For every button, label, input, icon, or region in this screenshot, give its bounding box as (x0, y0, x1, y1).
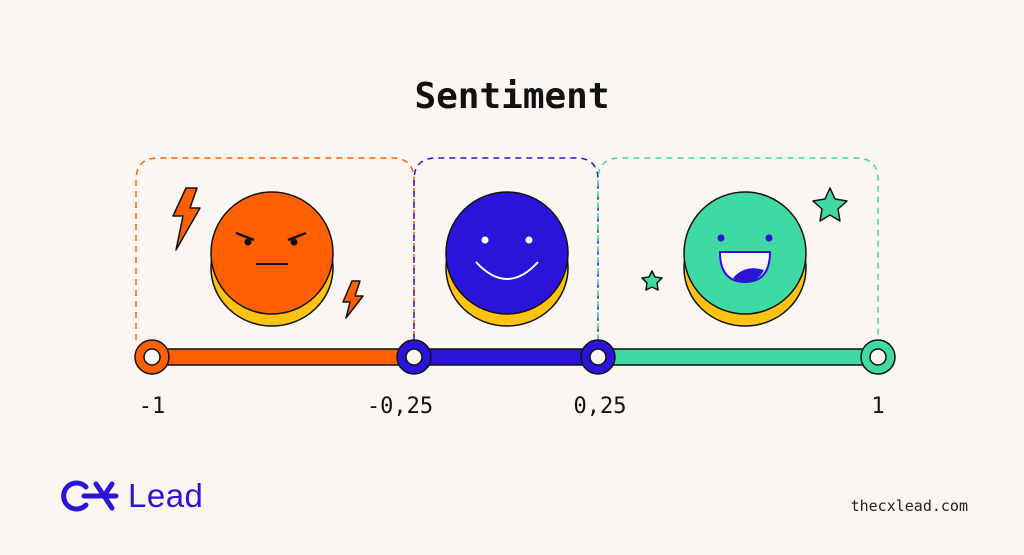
scale-node-min (134, 339, 170, 375)
lightning-icon (342, 280, 364, 319)
happy-face-icon (683, 191, 807, 327)
site-url: thecxlead.com (850, 497, 968, 515)
lightning-icon (172, 187, 201, 251)
tick-label-pos-threshold: 0,25 (573, 394, 627, 419)
tick-label-min: -1 (138, 394, 166, 419)
negative-range-bracket (135, 157, 415, 340)
positive-segment (597, 348, 879, 366)
negative-segment (149, 348, 415, 366)
scale-node-max (860, 339, 896, 375)
logo-text: Lead (128, 477, 204, 514)
star-icon (812, 187, 848, 222)
star-icon (641, 270, 663, 291)
scale-node-neg-threshold (396, 339, 432, 375)
smiling-face-icon (445, 191, 569, 327)
scale-node-pos-threshold (580, 339, 616, 375)
tick-label-max: 1 (871, 394, 885, 419)
cx-logo-icon (61, 480, 119, 512)
neutral-range-bracket (413, 157, 599, 340)
page-title: Sentiment (414, 76, 610, 117)
tick-label-neg-threshold: -0,25 (366, 394, 434, 419)
angry-face-icon (210, 191, 334, 327)
neutral-segment (413, 348, 599, 366)
positive-range-bracket (597, 157, 879, 340)
brand-logo: Lead (58, 477, 203, 515)
